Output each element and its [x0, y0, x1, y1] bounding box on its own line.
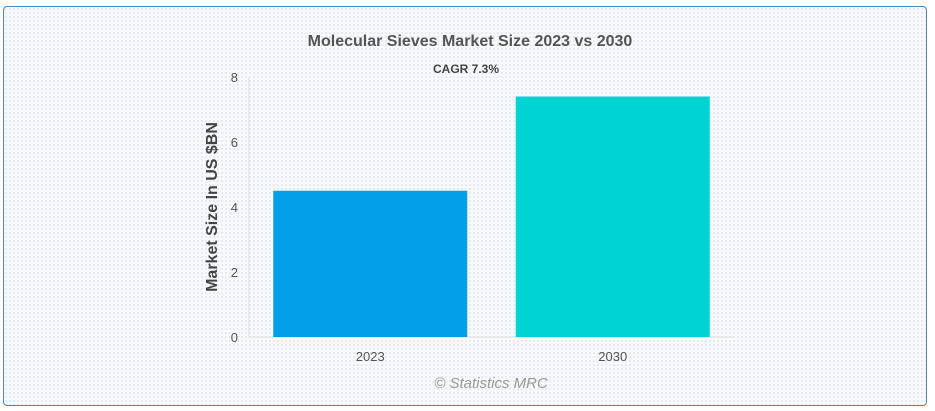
- y-axis-label: Market Size In US $BN: [204, 122, 221, 292]
- y-tick-label: 2: [231, 265, 238, 280]
- y-tick-label: 0: [231, 330, 238, 345]
- x-axis-ticks: 2023 2030: [356, 349, 627, 364]
- y-tick-label: 8: [231, 70, 238, 85]
- x-tick-label: 2023: [356, 349, 385, 364]
- bars: [273, 96, 710, 338]
- source-credit: © Statistics MRC: [434, 375, 548, 392]
- y-tick-label: 4: [231, 200, 238, 215]
- chart-title: Molecular Sieves Market Size 2023 vs 203…: [308, 33, 633, 50]
- bar-2030[interactable]: [515, 96, 710, 338]
- bar-2023[interactable]: [273, 190, 468, 337]
- chart-subtitle: CAGR 7.3%: [433, 62, 499, 76]
- y-axis-ticks: 0 2 4 6 8: [231, 70, 238, 345]
- x-tick-label: 2030: [598, 349, 627, 364]
- y-tick-label: 6: [231, 135, 238, 150]
